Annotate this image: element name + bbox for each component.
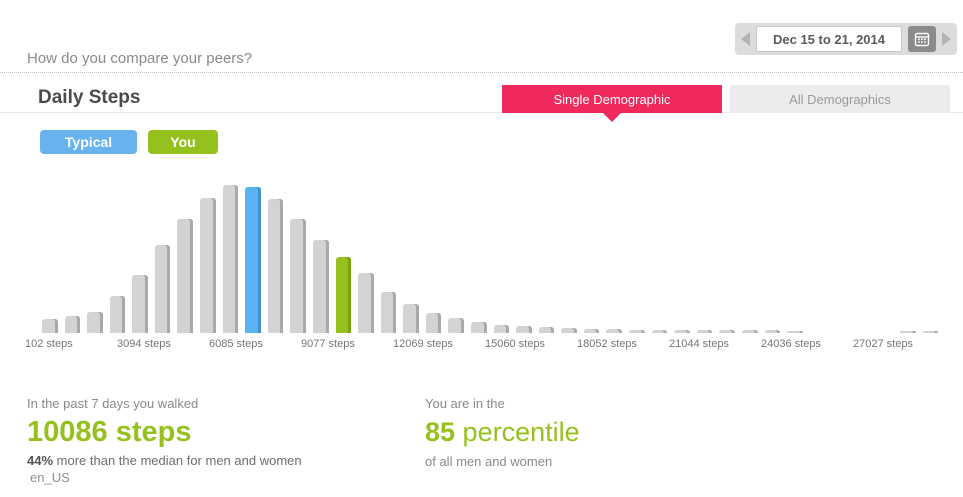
x-tick-label: 6085 steps (209, 338, 263, 350)
percentile-word: percentile (455, 417, 580, 447)
steps-comparison-percent: 44% (27, 453, 54, 468)
histogram-bar[interactable] (606, 329, 623, 333)
date-range-label: Dec 15 to 21, 2014 (772, 31, 886, 47)
steps-comparison: 44% more than the median for men and wom… (27, 453, 302, 468)
histogram-bar[interactable] (787, 331, 803, 333)
histogram-bars (42, 183, 945, 333)
histogram-bar[interactable] (425, 313, 442, 333)
histogram-bar[interactable] (448, 318, 464, 333)
histogram-bar[interactable] (42, 319, 58, 333)
histogram-bar[interactable] (696, 330, 713, 333)
x-axis-labels: 102 steps 3094 steps 6085 steps 9077 steps 1… (25, 338, 945, 350)
page-subtitle: How do you compare your peers? (27, 50, 253, 67)
percentile-value: 85 percentile (425, 417, 580, 448)
x-tick-label: 12069 steps (393, 338, 453, 350)
legend-you-label: You (170, 134, 196, 150)
steps-summary: In the past 7 days you walked 10086 step… (27, 396, 302, 485)
calendar-button[interactable] (908, 26, 936, 52)
histogram-bar[interactable] (922, 331, 939, 333)
next-week-button[interactable] (942, 32, 951, 46)
histogram-bar[interactable] (267, 199, 284, 333)
tab-all-demographics-label: All Demographics (789, 91, 891, 107)
tab-single-demographic[interactable]: Single Demographic (502, 85, 722, 113)
x-tick-label: 18052 steps (577, 338, 637, 350)
percentile-caption: of all men and women (425, 454, 553, 469)
histogram-bar[interactable] (493, 325, 510, 333)
date-navigation: Dec 15 to 21, 2014 (735, 23, 957, 55)
histogram-bar[interactable] (651, 330, 668, 333)
percentile-intro: You are in the (425, 396, 505, 411)
legend-you-button[interactable]: You (148, 130, 218, 154)
histogram-bar[interactable] (87, 312, 103, 333)
histogram-bar[interactable] (741, 330, 758, 333)
x-tick-label: 102 steps (25, 338, 73, 350)
legend-typical-button[interactable]: Typical (40, 130, 137, 154)
histogram-bar[interactable] (470, 322, 487, 333)
histogram-bar[interactable] (674, 330, 690, 333)
histogram-bar[interactable] (899, 331, 916, 333)
histogram-bar[interactable] (538, 327, 555, 333)
histogram-bar[interactable] (380, 292, 397, 333)
histogram-bar[interactable] (290, 219, 306, 333)
dotted-divider (0, 72, 963, 73)
steps-total-value: 10086 steps (27, 416, 192, 448)
histogram-bar[interactable] (403, 304, 419, 333)
calendar-icon (914, 32, 930, 47)
histogram-bar[interactable] (358, 273, 374, 333)
steps-summary-intro: In the past 7 days you walked (27, 396, 199, 411)
percentile-number: 85 (425, 417, 456, 447)
x-tick-label: 27027 steps (853, 338, 913, 350)
histogram-bar[interactable] (177, 219, 194, 333)
percentile-summary: You are in the 85 percentile of all men … (425, 396, 580, 469)
tab-all-demographics[interactable]: All Demographics (730, 85, 950, 113)
histogram-bar[interactable] (764, 330, 781, 333)
histogram-bar[interactable] (109, 296, 126, 333)
page-title: Daily Steps (38, 87, 141, 108)
prev-week-button[interactable] (741, 32, 750, 46)
steps-comparison-text: more than the median for men and women (53, 453, 302, 468)
you-bar[interactable] (335, 257, 352, 333)
histogram-bar[interactable] (561, 328, 577, 333)
tab-single-demographic-label: Single Demographic (553, 91, 671, 107)
date-range-field[interactable]: Dec 15 to 21, 2014 (756, 26, 902, 52)
typical-bar[interactable] (245, 187, 261, 333)
x-tick-label: 9077 steps (301, 338, 355, 350)
x-tick-label: 15060 steps (485, 338, 545, 350)
x-tick-label: 21044 steps (669, 338, 729, 350)
legend: Typical You (40, 130, 218, 154)
histogram-bar[interactable] (516, 326, 532, 333)
legend-typical-label: Typical (64, 134, 113, 150)
steps-histogram: 102 steps 3094 steps 6085 steps 9077 steps 1… (25, 183, 945, 350)
histogram-bar[interactable] (132, 275, 148, 333)
histogram-bar[interactable] (312, 240, 329, 333)
histogram-bar[interactable] (583, 329, 600, 333)
histogram-bar[interactable] (64, 316, 81, 333)
active-tab-pointer (603, 113, 621, 122)
x-tick-label: 24036 steps (761, 338, 821, 350)
locale-label: en_US (30, 470, 70, 485)
x-tick-label: 3094 steps (117, 338, 171, 350)
histogram-bar[interactable] (629, 330, 645, 333)
histogram-bar[interactable] (719, 330, 735, 333)
histogram-bar[interactable] (154, 245, 171, 333)
tabs-divider (0, 112, 963, 113)
histogram-bar[interactable] (200, 198, 216, 333)
histogram-bar[interactable] (222, 185, 239, 333)
